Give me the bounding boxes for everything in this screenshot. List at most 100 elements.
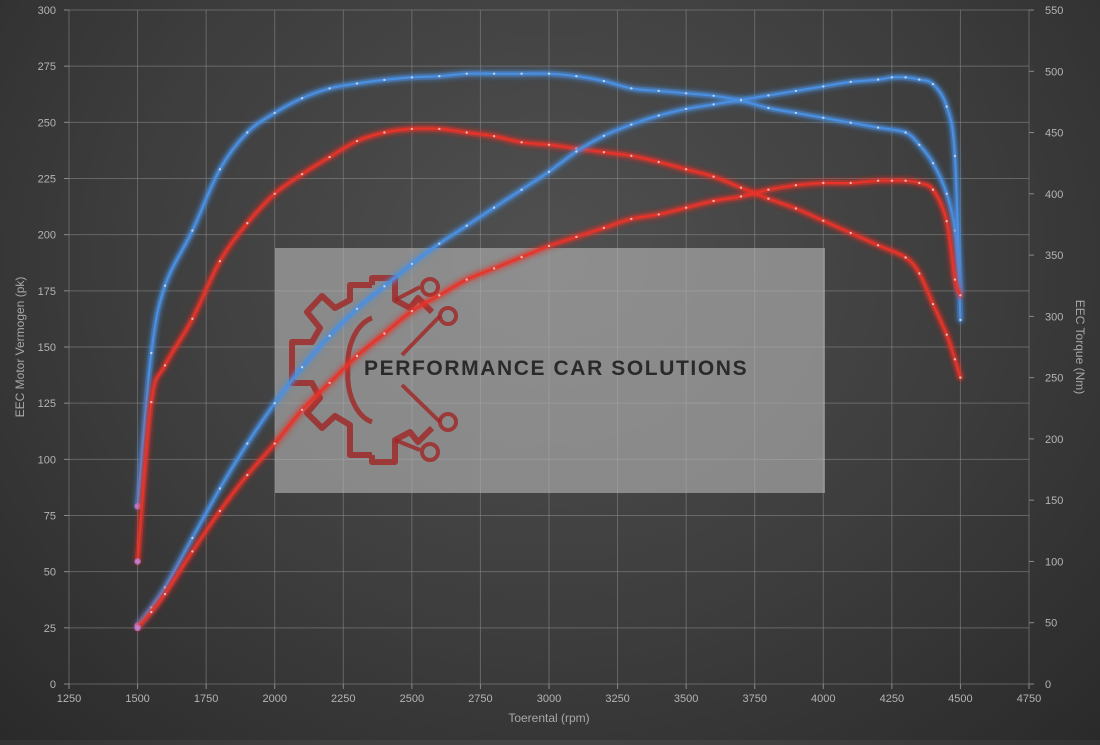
series-0-point-6 xyxy=(273,111,276,115)
series-3-point-30 xyxy=(904,179,907,182)
x-tick-label-13: 4500 xyxy=(948,693,972,705)
y-left-tick-label-9: 225 xyxy=(38,174,56,186)
series-1-point-34 xyxy=(959,376,962,379)
series-3-point-13 xyxy=(465,278,468,281)
x-tick-label-2: 1750 xyxy=(194,693,218,705)
series-3-point-1 xyxy=(150,610,153,614)
series-0-point-18 xyxy=(602,79,606,83)
series-2-point-13 xyxy=(465,224,468,227)
x-tick-label-12: 4250 xyxy=(880,693,904,705)
y-right-tick-label-9: 450 xyxy=(1045,128,1063,140)
series-3-point-18 xyxy=(602,226,606,230)
series-2-point-5 xyxy=(246,442,249,445)
series-1-point-10 xyxy=(383,131,386,134)
x-tick-label-6: 2750 xyxy=(468,693,492,705)
series-2-point-11 xyxy=(410,262,414,266)
series-3-point-8 xyxy=(328,381,331,385)
y-left-tick-label-3: 75 xyxy=(44,511,56,523)
series-0-point-7 xyxy=(300,97,304,100)
series-1-point-1 xyxy=(150,400,153,404)
x-tick-label-11: 4000 xyxy=(811,693,835,705)
series-2-point-8 xyxy=(328,334,331,337)
y-left-tick-label-4: 100 xyxy=(38,454,56,466)
series-3-point-9 xyxy=(355,354,359,358)
series-3-point-6 xyxy=(273,442,276,445)
watermark-logo: PERFORMANCE CAR SOLUTIONS xyxy=(275,248,825,493)
y-right-tick-label-10: 500 xyxy=(1045,66,1063,78)
series-2-point-30 xyxy=(904,76,907,79)
series-2-point-25 xyxy=(794,89,798,93)
series-0-point-29 xyxy=(904,131,907,134)
series-3-point-2 xyxy=(163,592,167,596)
series-1-point-29 xyxy=(904,256,907,259)
series-1-point-27 xyxy=(849,231,852,235)
series-2-point-29 xyxy=(890,76,894,79)
series-1-point-26 xyxy=(822,219,825,222)
series-2-point-7 xyxy=(300,366,304,369)
series-2-point-14 xyxy=(492,206,496,209)
y-right-tick-label-4: 200 xyxy=(1045,434,1063,446)
x-tick-label-0: 1250 xyxy=(57,693,81,705)
series-2-point-32 xyxy=(931,82,935,86)
series-3-point-29 xyxy=(890,179,894,182)
series-1-point-28 xyxy=(876,244,880,247)
series-0-point-26 xyxy=(822,116,825,120)
series-3-point-25 xyxy=(794,184,798,187)
x-tick-label-5: 2500 xyxy=(400,693,424,705)
series-3-point-14 xyxy=(492,267,496,270)
series-3-point-7 xyxy=(300,408,304,412)
series-0-point-4 xyxy=(218,168,222,171)
series-0-point-13 xyxy=(465,72,468,75)
series-3-point-28 xyxy=(876,179,880,182)
series-0-point-27 xyxy=(849,121,852,124)
series-2-point-9 xyxy=(355,307,359,310)
series-0-point-24 xyxy=(767,106,770,110)
gear-icon xyxy=(289,275,458,465)
series-3-point-27 xyxy=(849,181,852,185)
series-0-point-3 xyxy=(191,229,194,232)
x-tick-label-7: 3000 xyxy=(537,693,561,705)
series-1-point-6 xyxy=(273,192,276,195)
y-right-tick-label-0: 0 xyxy=(1045,679,1051,691)
series-0-point-20 xyxy=(657,89,660,93)
series-3-point-16 xyxy=(547,244,551,248)
y-left-tick-label-8: 200 xyxy=(38,230,56,242)
series-1-point-25 xyxy=(794,207,798,210)
series-2-point-24 xyxy=(767,94,770,97)
x-axis-title: Toerental (rpm) xyxy=(508,711,589,725)
series-0-point-5 xyxy=(246,131,249,134)
series-3-point-10 xyxy=(383,332,386,335)
y-right-tick-label-2: 100 xyxy=(1045,556,1063,568)
series-2-point-35 xyxy=(959,318,962,322)
series-2-point-18 xyxy=(602,134,606,137)
series-3-point-12 xyxy=(438,294,441,297)
x-tick-label-8: 3250 xyxy=(605,693,629,705)
series-3-point-23 xyxy=(739,195,743,198)
series-0-point-1 xyxy=(150,351,153,355)
series-2-point-6 xyxy=(273,402,276,405)
x-tick-label-9: 3500 xyxy=(674,693,698,705)
series-1-line xyxy=(136,127,962,563)
series-0-point-25 xyxy=(794,111,798,115)
series-1-point-18 xyxy=(602,151,606,154)
series-2-point-3 xyxy=(191,536,194,540)
x-tick-label-4: 2250 xyxy=(331,693,355,705)
y-right-tick-label-6: 300 xyxy=(1045,311,1063,323)
y-right-tick-label-3: 150 xyxy=(1045,495,1063,507)
series-3-point-22 xyxy=(712,199,715,203)
series-3-point-17 xyxy=(575,235,578,239)
series-3-point-4 xyxy=(218,509,222,513)
series-1-point-2 xyxy=(163,364,167,367)
series-0-point-17 xyxy=(575,75,578,78)
y-right-tick-label-11: 550 xyxy=(1045,5,1063,17)
y-right-tick-label-8: 400 xyxy=(1045,189,1063,201)
series xyxy=(134,70,964,631)
y-axis-title-right: EEC Torque (Nm) xyxy=(1073,300,1087,394)
series-2-point-27 xyxy=(849,80,852,84)
y-left-tick-label-0: 0 xyxy=(50,679,56,691)
series-0-point-15 xyxy=(520,72,523,75)
series-0-point-11 xyxy=(410,76,414,79)
series-2-point-17 xyxy=(575,150,578,153)
series-3 xyxy=(134,177,964,631)
